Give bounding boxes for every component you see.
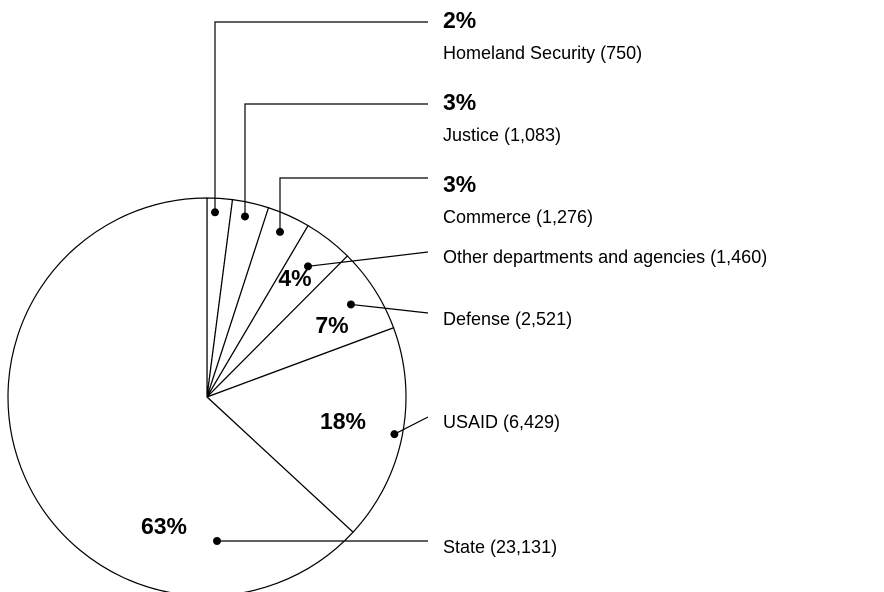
leader-line-other-departments-and-agencies: [307, 251, 429, 267]
percent-label-defense: 7%: [315, 312, 348, 338]
percent-label-justice: 3%: [443, 89, 476, 115]
leader-line-homeland-security: [214, 21, 428, 213]
category-label-usaid: USAID (6,429): [443, 412, 560, 432]
percent-label-other-departments-and-agencies: 4%: [278, 265, 311, 291]
category-label-other-departments-and-agencies: Other departments and agencies (1,460): [443, 247, 767, 267]
pie-slice-usaid: [205, 326, 407, 534]
category-label-defense: Defense (2,521): [443, 309, 572, 329]
percent-label-usaid: 18%: [320, 408, 366, 434]
percent-label-state: 63%: [141, 513, 187, 539]
category-label-commerce: Commerce (1,276): [443, 207, 593, 227]
category-label-justice: Justice (1,083): [443, 125, 561, 145]
pie-slice-state: [7, 197, 354, 592]
leader-line-usaid: [394, 416, 429, 435]
leader-line-defense: [350, 303, 429, 314]
slices-layer: [7, 197, 407, 592]
leaders-layer: [211, 21, 429, 545]
leader-line-commerce: [279, 177, 428, 232]
percent-label-homeland-security: 2%: [443, 7, 476, 33]
percent-label-commerce: 3%: [443, 171, 476, 197]
labels-layer: 2% Homeland Security (750) 3% Justice (1,08…: [141, 7, 767, 557]
category-label-state: State (23,131): [443, 537, 557, 557]
leader-line-justice: [244, 103, 428, 217]
category-label-homeland-security: Homeland Security (750): [443, 43, 642, 63]
